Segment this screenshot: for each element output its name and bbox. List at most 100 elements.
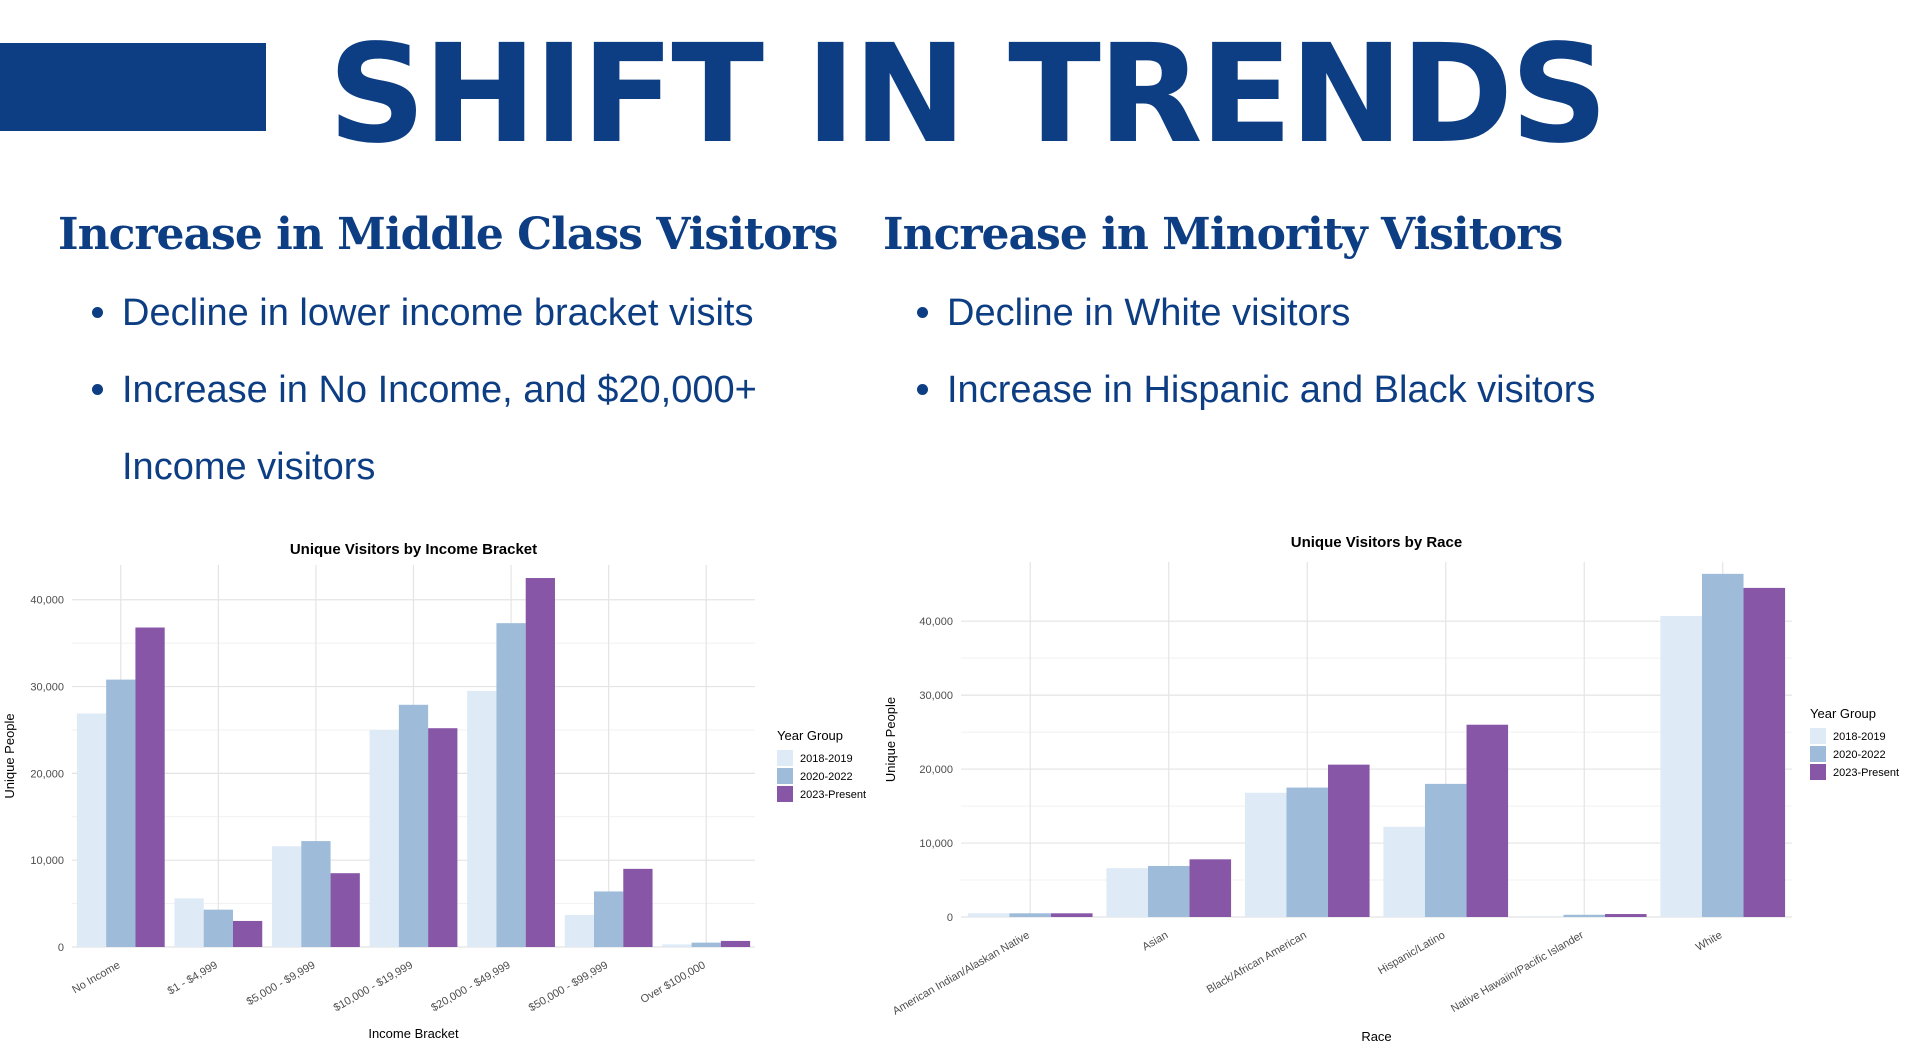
income-chart-svg: 0 10,000 20,000 30,000 40,000 No Income $1 - $…	[2, 541, 866, 1041]
race-chart-y-tick-label: 10,000	[919, 838, 953, 850]
race-chart-y-tick-label: 20,000	[919, 764, 953, 776]
income-chart-y-axis-label: Unique People	[2, 713, 17, 798]
income-chart-bar	[369, 729, 399, 947]
race-chart-y-axis-label: Unique People	[883, 697, 898, 782]
income-chart-legend-label: 2023-Present	[800, 789, 866, 801]
bullet-dot-icon	[92, 307, 103, 318]
income-chart-bar	[301, 841, 331, 947]
bullet-text: Increase in No Income, and $20,000+ Inco…	[122, 369, 757, 488]
race-chart-legend-label: 2023-Present	[1833, 767, 1899, 779]
income-chart-bar	[106, 679, 136, 947]
income-chart-legend-swatch	[777, 768, 793, 784]
income-chart: 0 10,000 20,000 30,000 40,000 No Income $1 - $…	[0, 530, 880, 1049]
income-chart-x-tick-label: Over $100,000	[639, 959, 708, 1006]
minority-bullets: Decline in White visitors Increase in Hi…	[883, 275, 1703, 429]
bullet-text: Decline in lower income bracket visits	[122, 292, 754, 334]
income-chart-x-tick-label: No Income	[70, 959, 122, 996]
bullet-text: Increase in Hispanic and Black visitors	[947, 369, 1596, 411]
race-chart-bar	[1383, 826, 1425, 917]
income-chart-bar	[76, 713, 107, 947]
bullet-text: Decline in White visitors	[947, 292, 1351, 334]
income-chart-bar	[623, 868, 653, 947]
bullet-item: Decline in White visitors	[917, 275, 1687, 352]
race-chart-bar	[1605, 914, 1647, 917]
race-chart-legend-swatch	[1810, 764, 1826, 780]
income-chart-x-tick-label: $10,000 - $19,999	[332, 959, 415, 1014]
income-chart-x-axis-label: Income Bracket	[368, 1026, 459, 1041]
income-chart-legend-swatch	[777, 750, 793, 766]
race-chart-y-tick-label: 30,000	[919, 690, 953, 702]
race-chart-x-tick-label: Black/African American	[1205, 929, 1309, 996]
bullet-dot-icon	[92, 384, 103, 395]
income-chart-title: Unique Visitors by Income Bracket	[290, 541, 537, 558]
race-chart-bar	[1328, 764, 1370, 917]
income-chart-bar	[564, 914, 595, 947]
income-chart-legend-label: 2018-2019	[800, 753, 853, 765]
income-chart-bar	[525, 578, 555, 947]
slide-title: SHIFT IN TRENDS	[328, 16, 1608, 174]
income-chart-bar	[330, 873, 360, 947]
income-chart-x-tick-label: $50,000 - $99,999	[527, 959, 610, 1014]
income-chart-bar	[691, 942, 721, 947]
bullet-dot-icon	[917, 307, 928, 318]
income-chart-legend-label: 2020-2022	[800, 771, 853, 783]
bullet-item: Increase in Hispanic and Black visitors	[917, 352, 1687, 429]
income-chart-bar	[203, 909, 233, 947]
race-chart-x-axis-label: Race	[1361, 1029, 1391, 1044]
race-chart-bar	[1521, 916, 1564, 917]
income-chart-bar	[594, 891, 624, 947]
income-chart-x-tick-label: $5,000 - $9,999	[245, 959, 318, 1008]
race-chart: 0 10,000 20,000 30,000 40,000 American Indian…	[875, 525, 1920, 1049]
bullet-item: Decline in lower income bracket visits	[92, 275, 862, 352]
race-chart-bar	[1701, 573, 1744, 917]
income-chart-x-tick-label: $1 - $4,999	[166, 959, 220, 997]
income-chart-bar	[662, 944, 692, 947]
middle-class-bullets: Decline in lower income bracket visits I…	[58, 275, 878, 506]
middle-class-section: Increase in Middle Class Visitors Declin…	[58, 205, 878, 506]
income-chart-y-tick-label: 20,000	[30, 768, 64, 780]
income-chart-bar	[720, 940, 751, 947]
race-chart-x-tick-label: White	[1694, 929, 1724, 953]
income-chart-bar	[135, 627, 165, 947]
race-chart-legend: Year Group 2018-2019 2020-2022 2023-Present	[1810, 706, 1899, 780]
race-chart-x-tick-label: Native Hawaiin/Pacific Islander	[1449, 929, 1586, 1015]
income-chart-bar	[272, 846, 302, 947]
minority-section: Increase in Minority Visitors Decline in…	[883, 205, 1703, 429]
income-chart-y-tick-label: 40,000	[30, 595, 64, 607]
race-chart-bar	[1424, 783, 1467, 917]
income-chart-y-tick-label: 0	[58, 942, 64, 954]
race-chart-legend-label: 2018-2019	[1833, 731, 1886, 743]
race-chart-title: Unique Visitors by Race	[1291, 534, 1462, 551]
race-chart-bar	[1244, 792, 1287, 917]
race-chart-bar	[1051, 913, 1093, 917]
race-chart-bar	[1189, 859, 1232, 917]
income-chart-y-tick-label: 30,000	[30, 682, 64, 694]
race-chart-bar	[1147, 865, 1190, 917]
race-chart-x-tick-label: Hispanic/Latino	[1376, 929, 1447, 977]
income-chart-bar	[496, 623, 526, 947]
income-chart-y-tick-label: 10,000	[30, 855, 64, 867]
income-chart-bar	[398, 704, 429, 947]
race-chart-legend-title: Year Group	[1810, 706, 1876, 721]
income-chart-bar	[174, 898, 204, 947]
race-chart-bar	[1466, 724, 1509, 917]
race-chart-y-tick-label: 0	[947, 912, 953, 924]
minority-heading: Increase in Minority Visitors	[883, 209, 1563, 260]
bullet-item: Increase in No Income, and $20,000+ Inco…	[92, 352, 862, 506]
income-chart-legend-swatch	[777, 786, 793, 802]
middle-class-heading: Increase in Middle Class Visitors	[58, 209, 838, 260]
race-chart-bar	[1106, 868, 1148, 917]
bullet-dot-icon	[917, 384, 928, 395]
race-chart-legend-swatch	[1810, 728, 1826, 744]
race-chart-bar	[967, 913, 1010, 917]
income-chart-bar	[467, 690, 497, 947]
income-chart-plot: 0 10,000 20,000 30,000 40,000 No Income $1 - $…	[30, 565, 755, 1014]
race-chart-legend-swatch	[1810, 746, 1826, 762]
race-chart-bar	[1660, 615, 1702, 917]
race-chart-bar	[1563, 914, 1606, 917]
race-chart-bar	[1009, 913, 1052, 917]
race-chart-y-tick-label: 40,000	[919, 616, 953, 628]
race-chart-svg: 0 10,000 20,000 30,000 40,000 American Indian…	[883, 534, 1899, 1044]
income-chart-legend: Year Group 2018-2019 2020-2022 2023-Present	[777, 728, 866, 802]
race-chart-legend-label: 2020-2022	[1833, 749, 1886, 761]
